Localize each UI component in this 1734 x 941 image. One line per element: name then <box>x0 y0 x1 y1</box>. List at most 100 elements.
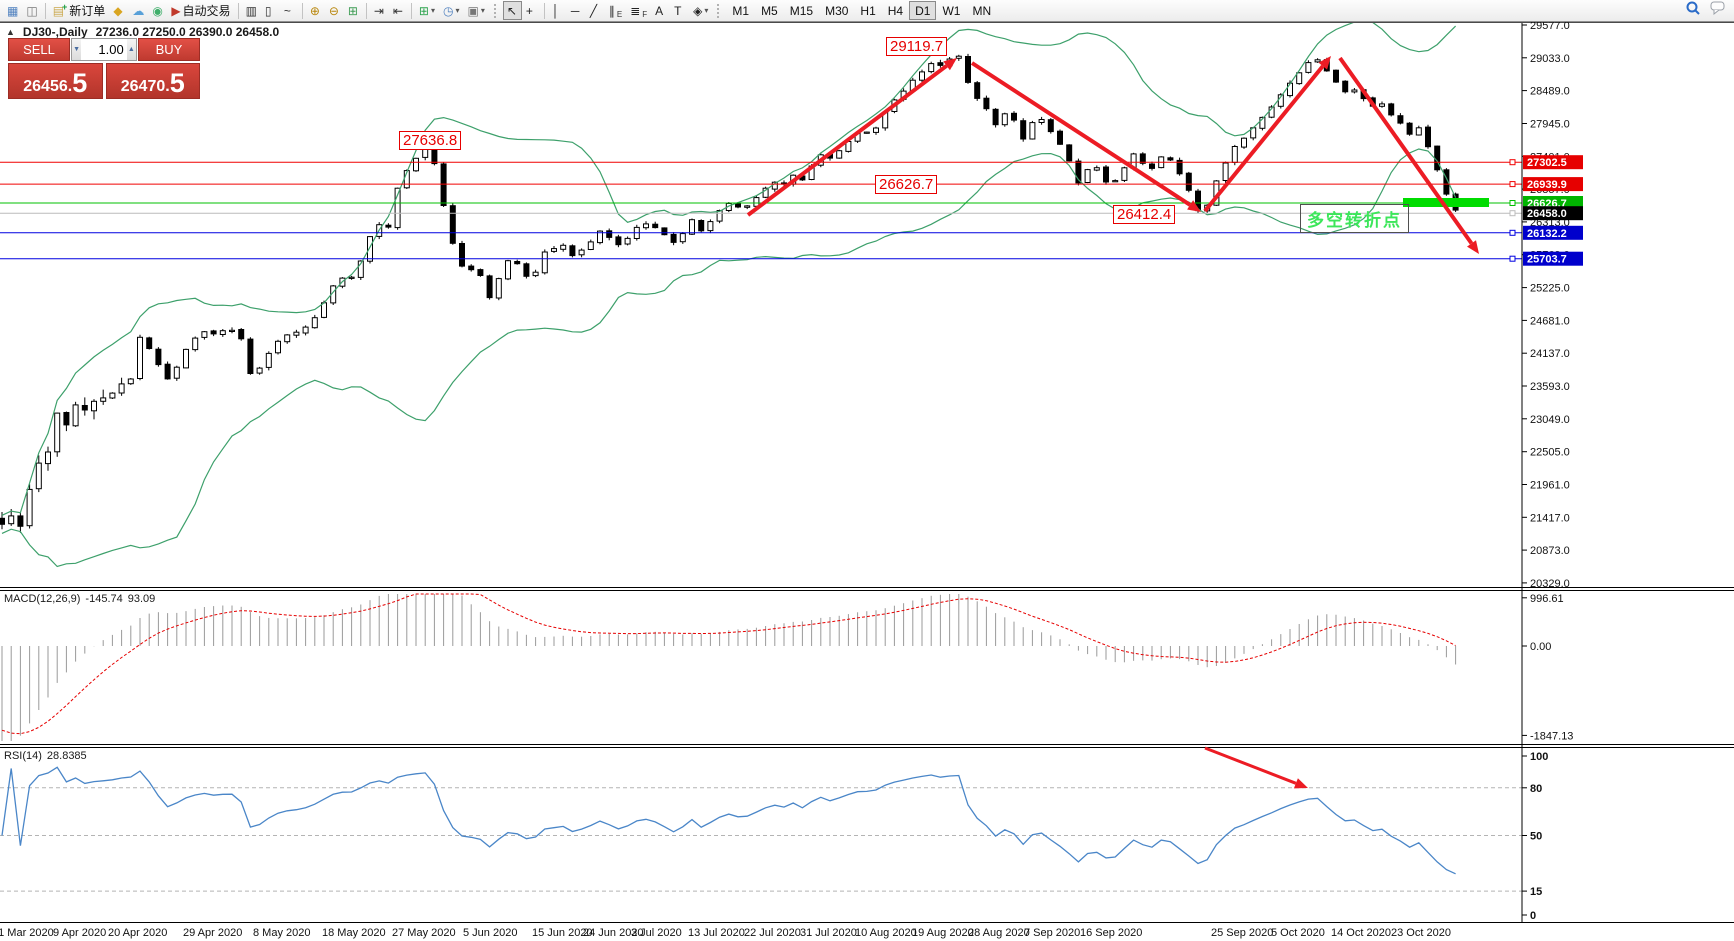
date-axis-label: 28 Aug 2020 <box>968 927 1030 939</box>
price-axis-label: 28489.0 <box>1530 86 1570 98</box>
templates-button[interactable]: ▣ ▾ <box>463 1 488 20</box>
volume-input[interactable] <box>81 39 127 60</box>
timeframe-m15[interactable]: M15 <box>784 1 819 20</box>
timeframe-h1[interactable]: H1 <box>854 1 881 20</box>
shapes-button[interactable]: ◈ ▾ <box>689 1 712 20</box>
window-preview-button[interactable]: ◫ <box>22 1 41 20</box>
price-tag-label: 26132.2 <box>1527 228 1567 240</box>
trend-arrow[interactable] <box>1338 56 1474 245</box>
timeframe-h1-label: H1 <box>860 3 876 18</box>
equidistant-channel-button[interactable]: ∥ E <box>605 1 626 20</box>
price-tag <box>1523 155 1583 170</box>
macd-axis-label: -1847.13 <box>1530 730 1573 742</box>
timeframe-m1[interactable]: M1 <box>726 1 755 20</box>
date-axis-label: 19 Aug 2020 <box>912 927 974 939</box>
price-axis-label: 25225.0 <box>1530 283 1570 295</box>
text-button[interactable]: A <box>651 1 670 20</box>
trend-arrow-head <box>1467 240 1479 254</box>
sell-button[interactable]: SELL <box>8 38 70 61</box>
trendline-button[interactable]: ╱ <box>586 1 605 20</box>
buy-price-button[interactable]: 26470 . 5 <box>105 63 200 99</box>
turning-point-note[interactable]: 多空转折点 <box>1300 204 1409 233</box>
styler-button[interactable]: ◆ <box>109 1 128 20</box>
date-axis-label: 20 Apr 2020 <box>108 927 167 939</box>
rsi-name: RSI(14) <box>4 750 42 762</box>
zoom-out-button[interactable]: ⊖ <box>325 1 344 20</box>
buy-button[interactable]: BUY <box>138 38 200 61</box>
search-icon[interactable] <box>1686 1 1700 20</box>
tile-windows-icon: ⊞ <box>347 3 358 18</box>
macd-axis-label: 996.61 <box>1530 593 1564 605</box>
chat-icon[interactable] <box>1710 1 1726 20</box>
price-axis-label: 27945.0 <box>1530 119 1570 131</box>
toolbar-separator <box>543 2 545 19</box>
chart-shift-button[interactable]: ⇤ <box>389 1 408 20</box>
timeframe-d1[interactable]: D1 <box>909 1 937 20</box>
plus-badge-icon: + <box>62 2 68 12</box>
signals-button[interactable]: ◉ <box>148 1 167 20</box>
candlestick-chart-button[interactable]: ▯ <box>261 1 280 20</box>
indicators-button[interactable]: ⊞ ▾ <box>415 1 439 20</box>
timeframe-m30-label: M30 <box>825 3 849 18</box>
line-chart-button[interactable]: ~ <box>280 1 299 20</box>
volume-decrease-button[interactable]: ▼ <box>72 39 82 60</box>
macd-axis-label: 0.00 <box>1530 641 1551 653</box>
rsi-axis-label: 15 <box>1530 886 1542 898</box>
price-tag-label: 26458.0 <box>1527 208 1567 220</box>
macd-name: MACD(12,26,9) <box>4 593 81 605</box>
timeframe-m5[interactable]: M5 <box>755 1 784 20</box>
equidistant-channel-icon: ∥ <box>608 3 615 18</box>
cursor-button[interactable]: ↖ <box>502 1 522 20</box>
timeframe-h4[interactable]: H4 <box>882 1 909 20</box>
one-click-trading-panel: SELL ▼ ▲ BUY 26456 . 5 26470 . 5 <box>8 38 200 99</box>
trend-arrow[interactable] <box>1203 64 1325 213</box>
price-annotation-label[interactable]: 26412.4 <box>1113 205 1176 224</box>
date-axis-label: 24 Jun 2020 <box>583 927 644 939</box>
text-label-button[interactable]: T <box>670 1 689 20</box>
icon-modifier: E <box>616 10 623 19</box>
rsi-axis-label: 50 <box>1530 831 1542 843</box>
fibonacci-button[interactable]: ≣ F <box>626 1 651 20</box>
timeframe-mn[interactable]: MN <box>966 1 997 20</box>
trend-arrow-head <box>1318 56 1331 70</box>
trend-arrow[interactable] <box>746 64 948 217</box>
collapse-panel-icon[interactable]: ▲ <box>6 27 15 37</box>
date-axis-label: 25 Sep 2020 <box>1211 927 1273 939</box>
tile-windows-button[interactable]: ⊞ <box>344 1 363 20</box>
price-axis-label: 20329.0 <box>1530 578 1570 590</box>
date-axis-label: 22 Jul 2020 <box>744 927 801 939</box>
auto-scroll-icon: ⇥ <box>373 3 384 18</box>
date-axis-label: 23 Oct 2020 <box>1391 927 1451 939</box>
horizontal-line-button[interactable]: ─ <box>567 1 586 20</box>
support-highlight-bar[interactable] <box>1403 198 1489 207</box>
styler-icon: ◆ <box>113 3 123 18</box>
sell-price-button[interactable]: 26456 . 5 <box>8 63 103 99</box>
trend-arrow[interactable] <box>1204 746 1297 785</box>
new-order-button[interactable]: ▤ + 新订单 <box>49 1 110 20</box>
date-axis-label: 27 May 2020 <box>392 927 456 939</box>
zoom-in-icon: ⊕ <box>309 3 320 18</box>
new-chart-button[interactable]: ▦ <box>3 1 22 20</box>
zoom-in-button[interactable]: ⊕ <box>306 1 325 20</box>
trend-arrow[interactable] <box>970 61 1192 207</box>
timeframe-m30[interactable]: M30 <box>819 1 854 20</box>
crosshair-button[interactable]: + <box>522 1 541 20</box>
bar-chart-button[interactable]: ▥ <box>242 1 261 20</box>
price-annotation-label[interactable]: 29119.7 <box>886 37 948 56</box>
price-axis-label: 21961.0 <box>1530 480 1570 492</box>
periods-button[interactable]: ◷ ▾ <box>439 1 464 20</box>
auto-scroll-button[interactable]: ⇥ <box>370 1 389 20</box>
text-icon: A <box>655 3 664 18</box>
autotrading-button[interactable]: ▶ 自动交易 <box>167 1 234 20</box>
volume-increase-button[interactable]: ▲ <box>126 39 136 60</box>
price-annotation-label[interactable]: 26626.7 <box>875 175 938 194</box>
price-tag <box>1523 206 1583 221</box>
rsi-indicator-label: RSI(14) 28.8385 <box>4 750 92 762</box>
timeframe-w1[interactable]: W1 <box>936 1 966 20</box>
timeframe-m5-label: M5 <box>761 3 778 18</box>
cloud-button[interactable]: ☁ <box>128 1 148 20</box>
vertical-line-button[interactable]: │ <box>548 1 567 20</box>
price-annotation-label[interactable]: 27636.8 <box>399 131 462 150</box>
toolbar-grip <box>493 3 498 18</box>
